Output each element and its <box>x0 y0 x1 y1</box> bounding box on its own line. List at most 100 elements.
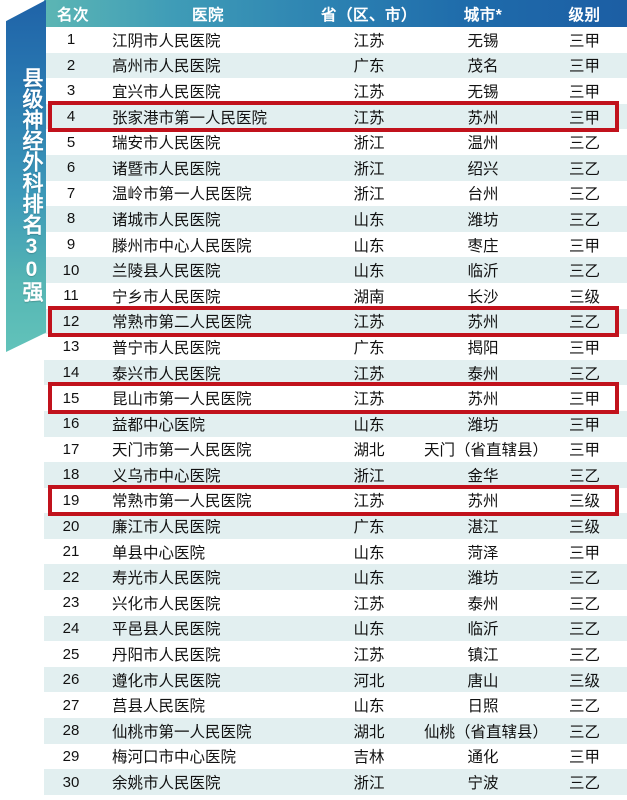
cell-hospital: 单县中心医院 <box>112 544 206 562</box>
cell-level: 三甲 <box>568 442 600 460</box>
cell-hospital: 仙桃市第一人民医院 <box>112 723 252 741</box>
cell-rank: 6 <box>66 159 76 177</box>
cell-level: 三级 <box>568 519 600 537</box>
table-row: 7 温岭市第一人民医院 浙江 台州 三乙 <box>44 180 627 207</box>
cell-city: 仙桃（省直辖县） <box>424 723 549 741</box>
cell-rank: 7 <box>66 184 76 202</box>
cell-city: 苏州 <box>467 391 499 409</box>
cell-hospital: 宁乡市人民医院 <box>112 288 221 306</box>
table-header: 名次 医院 省（区、市） 城市* 级别 <box>44 0 627 27</box>
cell-level: 三乙 <box>568 314 600 332</box>
cell-province: 广东 <box>353 339 385 357</box>
cell-rank: 10 <box>62 261 80 279</box>
cell-province: 山东 <box>353 416 385 434</box>
cell-hospital: 宜兴市人民医院 <box>112 83 221 101</box>
cell-province: 河北 <box>353 672 385 690</box>
cell-province: 湖北 <box>353 723 385 741</box>
ranking-table: 名次 医院 省（区、市） 城市* 级别 1 江阴市人民医院 江苏 无锡 三甲 2 高州市人民… <box>44 0 627 795</box>
ranking-table-container: 名次 医院 省（区、市） 城市* 级别 1 江阴市人民医院 江苏 无锡 三甲 2 高州市人民… <box>44 0 627 800</box>
table-row: 18 义乌市中心医院 浙江 金华 三乙 <box>44 462 627 488</box>
cell-province: 浙江 <box>353 775 385 793</box>
side-banner: 县级神经外科排名30强 <box>0 0 48 360</box>
cell-rank: 16 <box>62 415 80 433</box>
cell-level: 三甲 <box>568 32 600 50</box>
cell-province: 山东 <box>353 237 385 255</box>
cell-level: 三乙 <box>568 775 600 793</box>
cell-level: 三甲 <box>568 749 600 767</box>
cell-province: 江苏 <box>353 647 385 665</box>
table-row: 13 普宁市人民医院 广东 揭阳 三甲 <box>44 334 627 360</box>
cell-city: 枣庄 <box>467 237 499 255</box>
cell-rank: 30 <box>62 773 80 791</box>
cell-level: 三乙 <box>568 595 600 613</box>
cell-city: 茂名 <box>467 58 499 76</box>
cell-hospital: 天门市第一人民医院 <box>112 442 252 460</box>
cell-level: 三乙 <box>568 135 600 153</box>
cell-hospital: 温岭市第一人民医院 <box>112 186 252 204</box>
cell-rank: 8 <box>66 210 76 228</box>
cell-rank: 22 <box>62 568 80 586</box>
table-row: 27 莒县人民医院 山东 日照 三乙 <box>44 692 627 719</box>
cell-hospital: 普宁市人民医院 <box>112 339 221 357</box>
cell-level: 三乙 <box>568 698 600 716</box>
cell-province: 江苏 <box>353 314 385 332</box>
cell-hospital: 平邑县人民医院 <box>112 621 221 639</box>
cell-province: 广东 <box>353 58 385 76</box>
cell-city: 揭阳 <box>467 339 499 357</box>
cell-city: 无锡 <box>467 83 499 101</box>
cell-rank: 23 <box>62 594 80 612</box>
table-header-row: 名次 医院 省（区、市） 城市* 级别 <box>44 0 627 27</box>
cell-hospital: 益都中心医院 <box>112 416 206 434</box>
cell-province: 江苏 <box>353 391 385 409</box>
cell-level: 三级 <box>568 672 600 690</box>
cell-level: 三甲 <box>568 58 600 76</box>
cell-hospital: 高州市人民医院 <box>112 58 221 76</box>
table-row: 14 泰兴市人民医院 江苏 泰州 三乙 <box>44 359 627 386</box>
cell-hospital: 张家港市第一人民医院 <box>112 109 268 127</box>
cell-city: 长沙 <box>467 288 499 306</box>
cell-city: 镇江 <box>467 647 499 665</box>
cell-province: 江苏 <box>353 32 385 50</box>
cell-city: 绍兴 <box>467 160 499 178</box>
table-row: 10 兰陵县人民医院 山东 临沂 三乙 <box>44 257 627 283</box>
cell-level: 三乙 <box>568 211 600 229</box>
table-row: 22 寿光市人民医院 山东 潍坊 三乙 <box>44 564 627 591</box>
cell-hospital: 余姚市人民医院 <box>112 775 221 793</box>
cell-city: 潍坊 <box>467 211 499 229</box>
table-row: 23 兴化市人民医院 江苏 泰州 三乙 <box>44 590 627 616</box>
cell-province: 浙江 <box>353 160 385 178</box>
cell-province: 山东 <box>353 544 385 562</box>
cell-province: 湖北 <box>353 442 385 460</box>
cell-level: 三乙 <box>568 723 600 741</box>
cell-hospital: 丹阳市人民医院 <box>112 647 221 665</box>
cell-province: 浙江 <box>353 186 385 204</box>
cell-hospital: 义乌市中心医院 <box>112 467 221 485</box>
cell-rank: 29 <box>62 747 80 765</box>
cell-city: 天门（省直辖县） <box>424 442 549 460</box>
cell-hospital: 莒县人民医院 <box>112 698 206 716</box>
cell-city: 泰州 <box>467 595 499 613</box>
cell-rank: 27 <box>62 696 80 714</box>
cell-level: 三乙 <box>568 621 600 639</box>
cell-province: 江苏 <box>353 109 385 127</box>
cell-level: 三乙 <box>568 160 600 178</box>
cell-level: 三甲 <box>568 416 600 434</box>
cell-city: 苏州 <box>467 314 499 332</box>
table-row: 19 常熟市第一人民医院 江苏 苏州 三级 <box>44 487 627 514</box>
cell-hospital: 瑞安市人民医院 <box>112 135 221 153</box>
cell-city: 无锡 <box>467 32 499 50</box>
cell-hospital: 滕州市中心人民医院 <box>112 237 252 255</box>
cell-province: 浙江 <box>353 467 385 485</box>
cell-city: 潍坊 <box>467 570 499 588</box>
cell-city: 泰州 <box>467 365 499 383</box>
cell-rank: 1 <box>66 31 76 49</box>
table-row: 9 滕州市中心人民医院 山东 枣庄 三甲 <box>44 231 627 258</box>
cell-level: 三乙 <box>568 186 600 204</box>
cell-province: 吉林 <box>353 749 385 767</box>
side-banner-shape <box>6 0 46 352</box>
cell-province: 江苏 <box>353 83 385 101</box>
column-header-rank: 名次 <box>56 6 89 24</box>
cell-rank: 18 <box>62 466 80 484</box>
table-row: 2 高州市人民医院 广东 茂名 三甲 <box>44 52 627 79</box>
cell-city: 台州 <box>467 186 499 204</box>
